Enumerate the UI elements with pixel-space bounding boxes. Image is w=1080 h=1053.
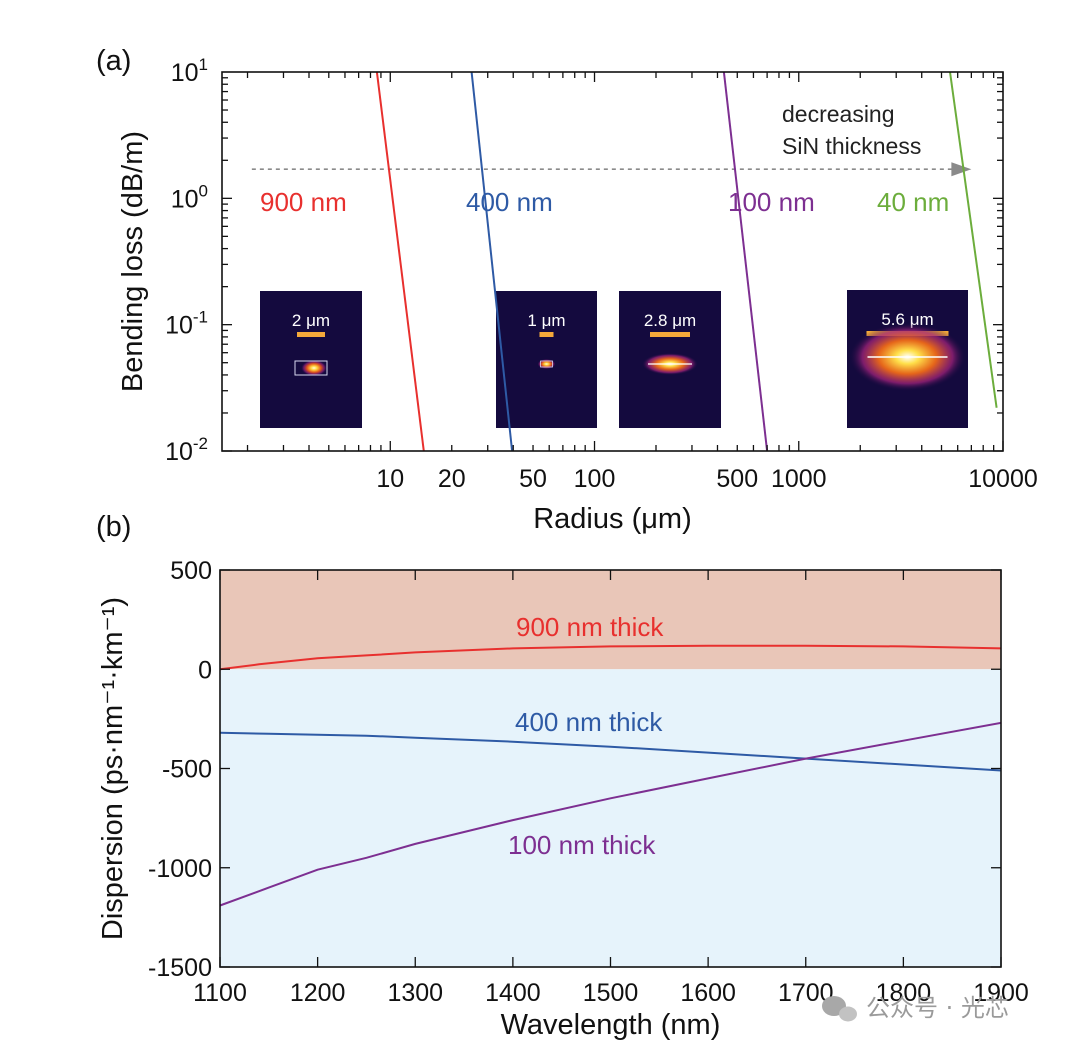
y-tick-label: 10-1 (165, 308, 208, 340)
inset-scale-label: 1 μm (527, 311, 565, 330)
x-tick-label: 10 (376, 465, 404, 493)
x-axis-label: Wavelength (nm) (501, 1009, 721, 1041)
series-line (220, 644, 1001, 671)
series-label: 100 nm thick (508, 830, 656, 860)
wechat-icon (822, 996, 857, 1022)
inset-mode-image: 2 μm (260, 291, 362, 428)
x-tick-label: 1800 (876, 979, 932, 1007)
y-tick-label: 100 (171, 181, 208, 213)
series-label: 400 nm (466, 187, 553, 217)
watermark-text: 公众号 · 光芯 (866, 994, 1009, 1022)
series-label: 900 nm (260, 187, 347, 217)
annotation-line2: SiN thickness (782, 133, 921, 159)
inset-scale-label: 2.8 μm (644, 311, 696, 330)
series-line (220, 731, 1001, 772)
series-line (949, 72, 998, 408)
y-tick-label: 0 (198, 656, 212, 684)
panel-a-label: (a) (96, 45, 131, 77)
x-axis-label: Radius (μm) (533, 503, 692, 535)
inset-mode-image: 2.8 μm (619, 291, 721, 428)
panel-a: (a) 2 μm 1 μm 2.8 μm 5.6 μm decreasing SiN thi… (96, 45, 1038, 535)
inset-scale-label: 2 μm (292, 311, 330, 330)
x-tick-label: 1300 (387, 979, 443, 1007)
x-tick-label: 1900 (973, 979, 1029, 1007)
series-label: 900 nm thick (516, 612, 664, 642)
panel-b-label: (b) (96, 511, 131, 543)
series-label: 400 nm thick (515, 707, 663, 737)
y-tick-label: 101 (171, 55, 208, 87)
y-axis-label: Bending loss (dB/m) (117, 131, 149, 392)
positive-dispersion-region (220, 570, 1001, 670)
x-tick-label: 1600 (680, 979, 736, 1007)
x-tick-label: 50 (519, 465, 547, 493)
series-line (375, 72, 425, 451)
waveguide-outline (294, 360, 328, 376)
x-tick-label: 1400 (485, 979, 541, 1007)
panel-b: (b) 900 nm thick 400 nm thick 100 nm thick 1… (96, 511, 1029, 1041)
inset-mode-image: 1 μm (496, 291, 597, 428)
y-tick-label: -1000 (148, 855, 212, 883)
mode-field (537, 359, 556, 369)
series-line (220, 721, 1001, 907)
series-line (470, 72, 514, 451)
x-tick-label: 1500 (583, 979, 639, 1007)
x-tick-label: 500 (716, 465, 758, 493)
y-tick-label: 500 (170, 557, 212, 585)
inset-background (260, 291, 362, 428)
y-axis: 500 0 -500 -1000 -1500 Dispersion (ps·nm⁻¹·km… (97, 557, 1001, 982)
inset-scale-bar (650, 332, 690, 337)
axes-frame (221, 71, 1004, 452)
y-axis: 101 100 10-1 10-2 Bending loss (dB/m) (117, 55, 1003, 466)
x-tick-label: 1100 (193, 979, 247, 1007)
mode-field (301, 360, 327, 376)
wechat-icon-bubble-small (839, 1006, 857, 1022)
y-tick-label: -1500 (148, 954, 212, 982)
inset-mode-image: 5.6 μm (847, 290, 968, 428)
bending-loss-curves (375, 72, 998, 451)
series-label: 40 nm (877, 187, 949, 217)
x-tick-label: 1000 (771, 465, 827, 493)
x-tick-label: 100 (574, 465, 616, 493)
series-line (722, 72, 769, 451)
y-tick-label: -500 (162, 756, 212, 784)
inset-scale-bar (539, 332, 554, 337)
x-axis: 1100 1200 1300 1400 1500 1600 1700 1800 1900Wave… (193, 570, 1029, 1041)
annotation-line1: decreasing (782, 101, 895, 127)
y-tick-label: 10-2 (165, 434, 208, 466)
negative-dispersion-region (220, 669, 1001, 967)
series-label: 100 nm (728, 187, 815, 217)
y-axis-label: Dispersion (ps·nm⁻¹·km⁻¹) (97, 597, 129, 940)
x-axis: 10 20 50 100 500 1000 10000 Radius (μm) (246, 72, 1038, 535)
dispersion-curves (220, 644, 1001, 907)
inset-scale-bar (297, 332, 325, 337)
x-tick-label: 10000 (968, 465, 1038, 493)
x-tick-label: 20 (438, 465, 466, 493)
x-tick-label: 1200 (290, 979, 346, 1007)
decreasing-arrow-head (951, 162, 972, 177)
waveguide-outline (540, 360, 553, 368)
